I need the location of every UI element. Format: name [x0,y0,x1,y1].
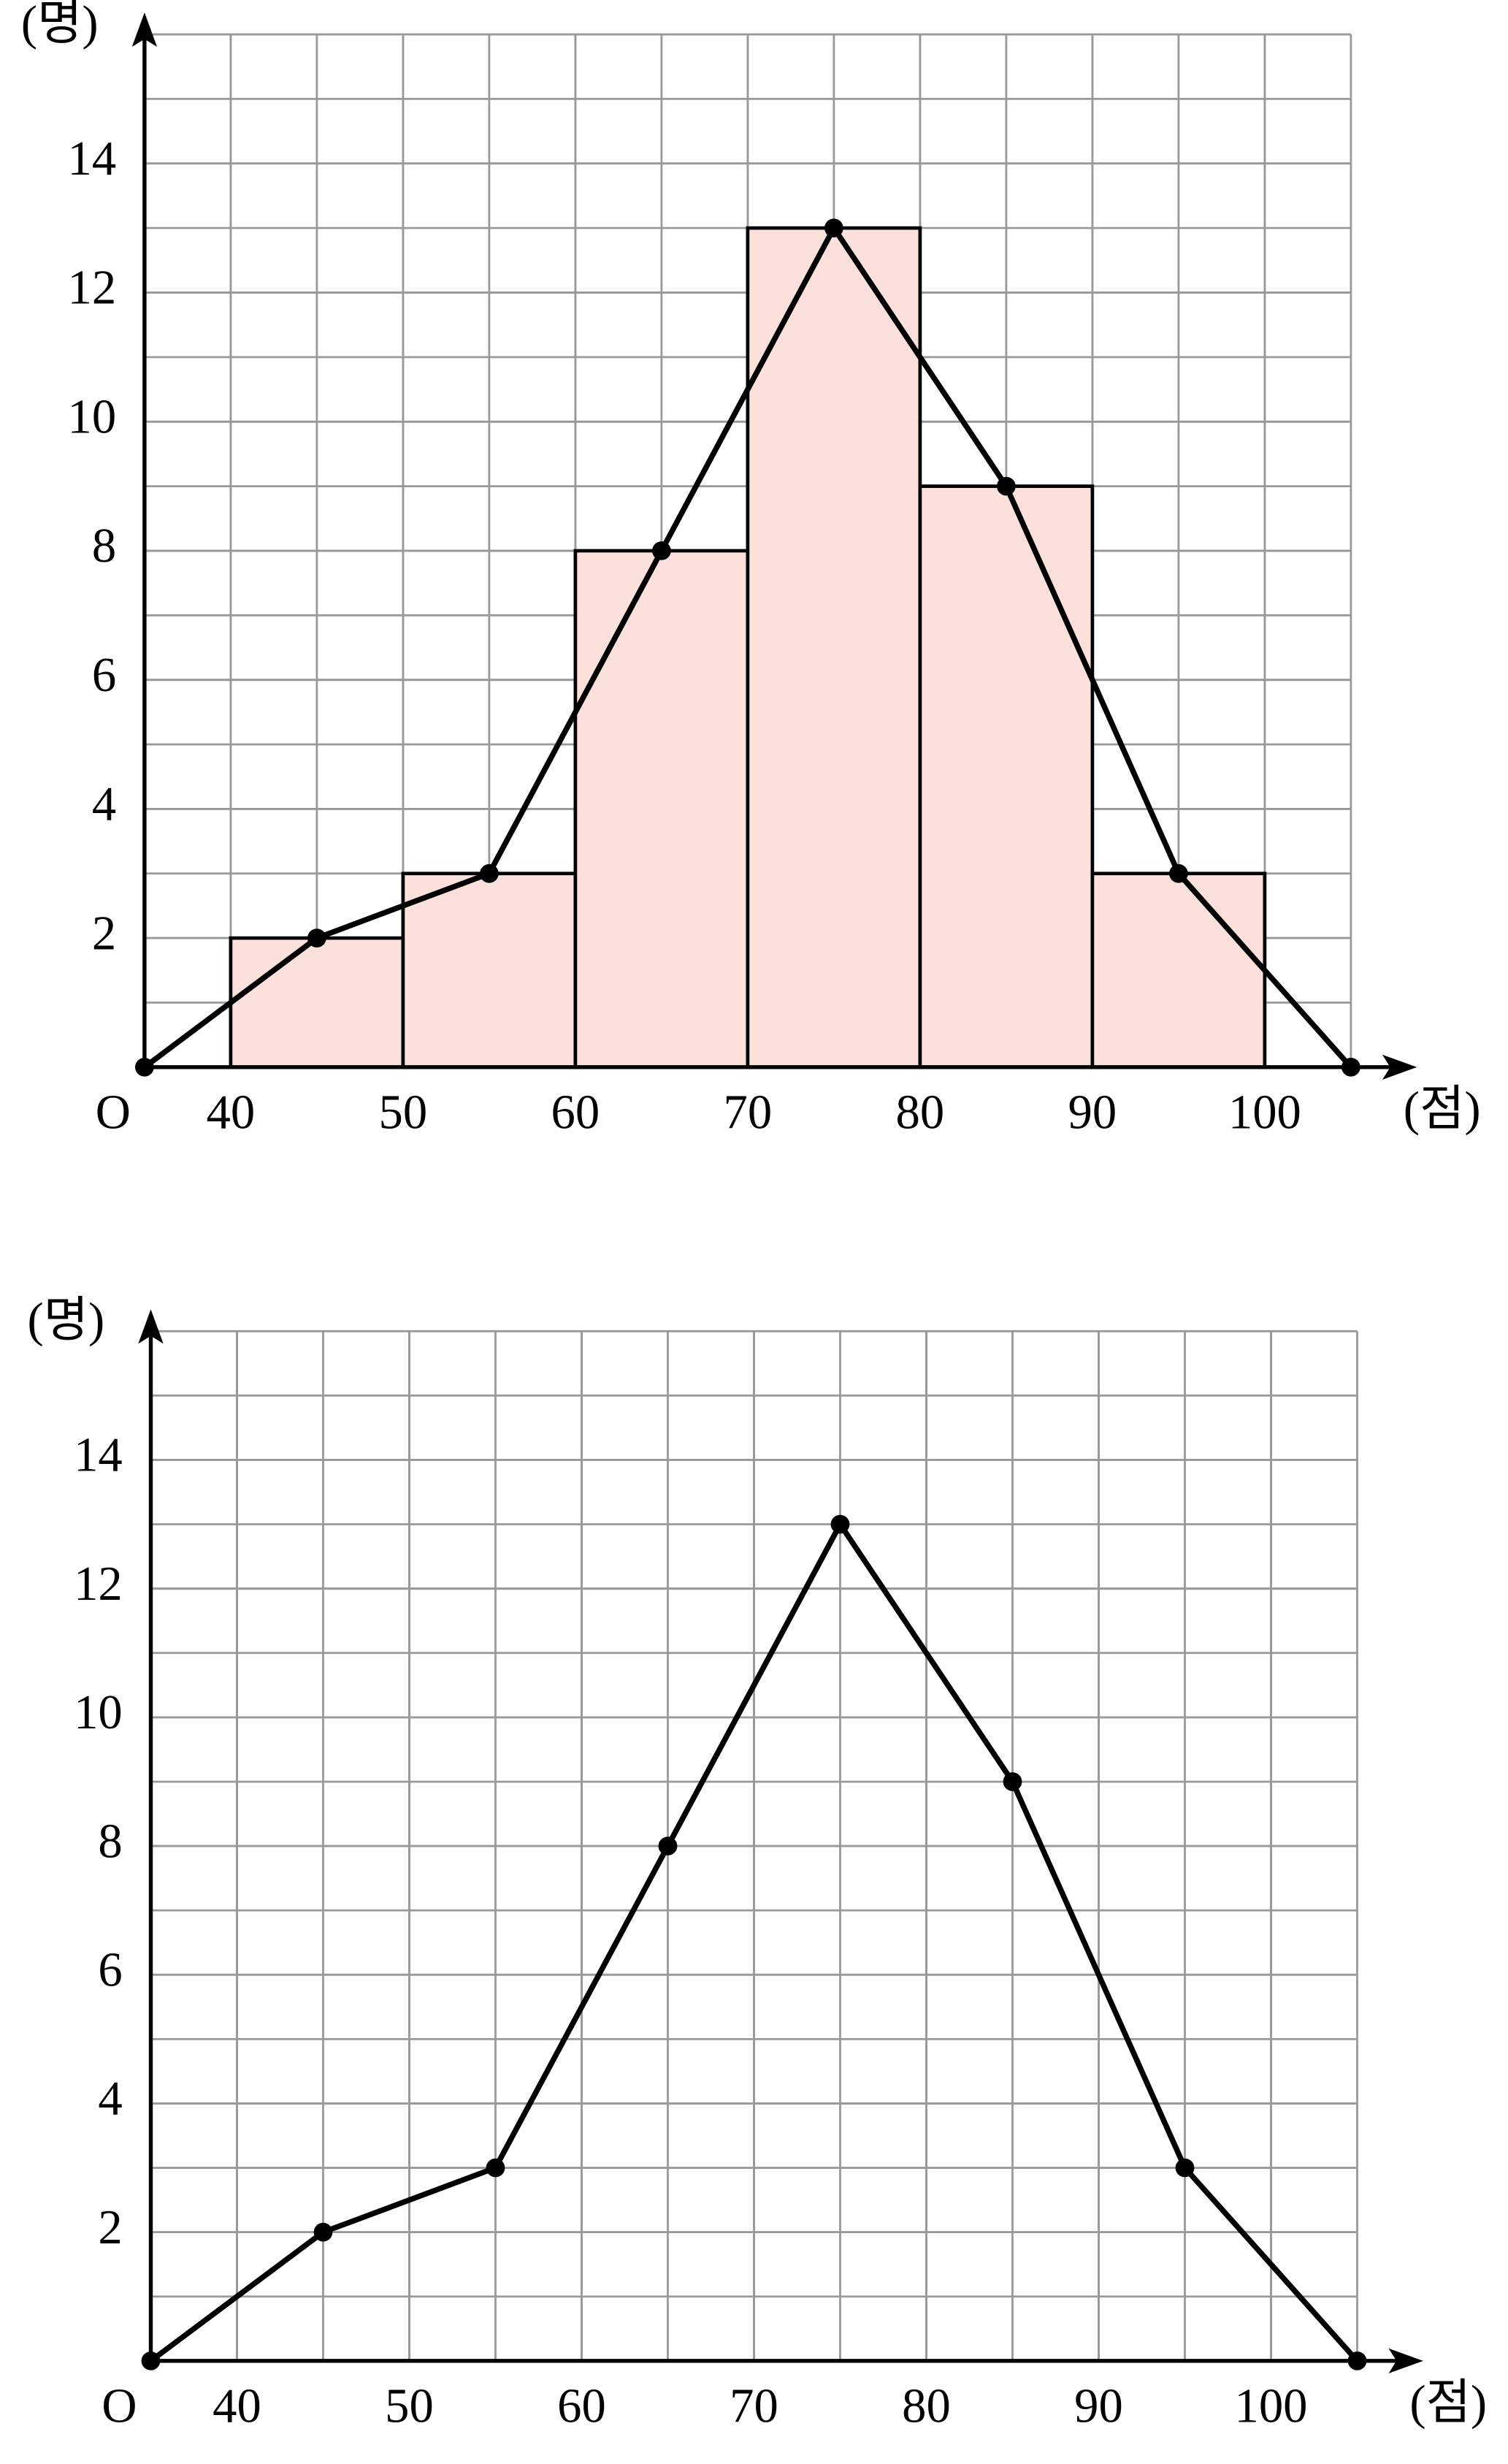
origin-label: O [102,2380,137,2433]
x-tick-label: 80 [896,1086,945,1140]
y-tick-label: 10 [74,1686,123,1739]
point [313,2222,333,2242]
x-tick-label: 70 [724,1086,773,1140]
point [651,541,671,560]
x-axis-label: (점) [1409,2376,1487,2430]
x-tick-label: 60 [551,1086,600,1140]
y-tick-label: 14 [68,132,117,186]
y-tick-label: 12 [74,1557,123,1611]
point [1003,1772,1022,1791]
point [658,1836,678,1855]
y-tick-label: 8 [98,1815,122,1868]
x-axis-arrow [1382,1054,1417,1080]
y-tick-label: 2 [98,2201,122,2254]
y-tick-label: 10 [68,391,117,444]
bar [1090,871,1267,1069]
y-tick-label: 4 [98,2072,122,2126]
y-tick-label: 2 [92,907,116,961]
point [1168,863,1188,883]
point [307,928,326,947]
y-axis-label: (명) [21,0,99,50]
origin-label: O [96,1086,131,1140]
y-tick-label: 6 [98,1944,122,1997]
bar [573,549,750,1069]
y-tick-label: 6 [92,649,116,702]
x-tick-label: 90 [1068,1086,1117,1140]
x-axis-arrow [1388,2348,1423,2373]
x-tick-label: 100 [1228,1086,1301,1140]
y-tick-label: 12 [68,262,117,315]
bar [746,226,922,1069]
point [479,863,499,883]
x-tick-label: 80 [902,2380,951,2433]
x-tick-label: 60 [557,2380,606,2433]
bar [401,871,578,1069]
x-tick-label: 50 [379,1086,428,1140]
point [486,2158,505,2178]
y-axis-label: (명) [27,1294,104,1347]
x-tick-label: 90 [1074,2380,1123,2433]
bar [918,484,1095,1069]
bar [229,936,405,1069]
y-axis-arrow [131,12,158,47]
y-tick-label: 14 [74,1429,123,1482]
x-tick-label: 50 [385,2380,434,2433]
x-axis-label: (점) [1404,1083,1481,1136]
point [824,218,843,237]
y-axis-arrow [138,1309,164,1344]
point [1175,2158,1195,2178]
point [830,1514,850,1534]
x-tick-label: 40 [213,2380,261,2433]
x-tick-label: 70 [730,2380,778,2433]
point [996,476,1016,496]
polygon-line [149,1521,1360,2363]
y-tick-label: 8 [92,519,116,573]
polygon-line [142,225,1353,1069]
x-tick-label: 100 [1234,2380,1307,2433]
x-tick-label: 40 [207,1086,256,1140]
y-tick-label: 4 [92,778,116,831]
